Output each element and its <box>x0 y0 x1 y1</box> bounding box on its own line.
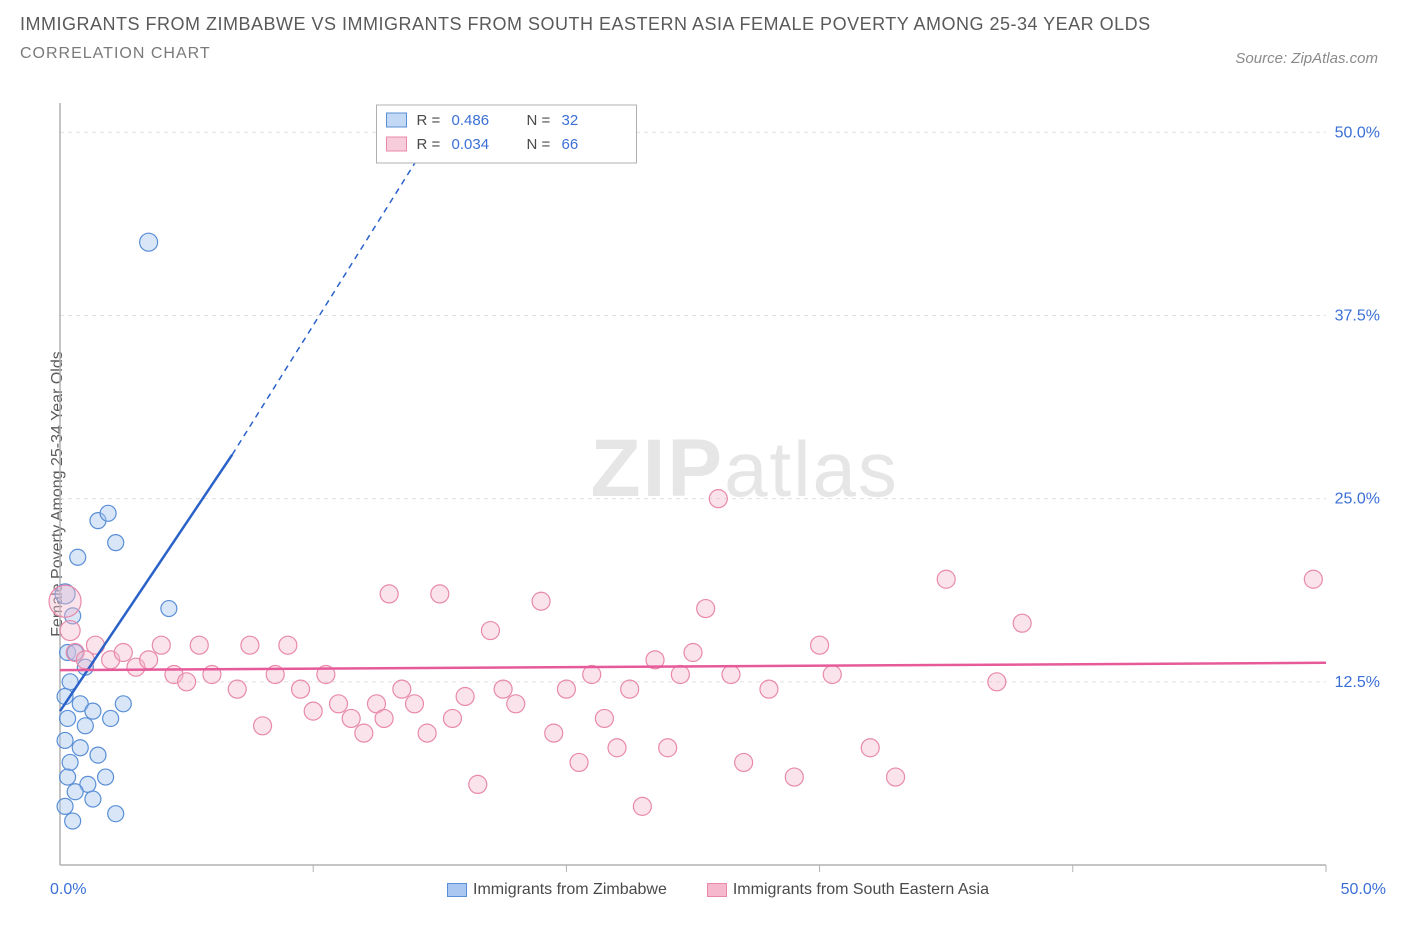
bottom-legend: Immigrants from Zimbabwe Immigrants from… <box>50 881 1386 899</box>
legend-item-zimbabwe: Immigrants from Zimbabwe <box>447 881 667 899</box>
source-attribution: Source: ZipAtlas.com <box>1235 50 1378 67</box>
svg-text:37.5%: 37.5% <box>1335 307 1380 324</box>
legend-label-zimbabwe: Immigrants from Zimbabwe <box>473 881 667 899</box>
svg-text:R =: R = <box>417 136 441 153</box>
source-name: ZipAtlas.com <box>1291 50 1378 67</box>
legend-label-seasia: Immigrants from South Eastern Asia <box>733 881 989 899</box>
legend-swatch-seasia <box>707 883 727 897</box>
svg-text:50.0%: 50.0% <box>1335 124 1380 141</box>
svg-text:N =: N = <box>527 112 551 129</box>
svg-text:66: 66 <box>562 136 579 153</box>
svg-text:25.0%: 25.0% <box>1335 491 1380 508</box>
svg-text:0.486: 0.486 <box>452 112 490 129</box>
source-label: Source: <box>1235 50 1287 67</box>
svg-text:N =: N = <box>527 136 551 153</box>
chart-title-sub: CORRELATION CHART <box>20 45 1386 63</box>
correlation-scatter-chart: 12.5% 25.0% 37.5% 50.0% R = 0.486 N = 32 R = 0.03… <box>50 95 1386 875</box>
svg-text:32: 32 <box>562 112 579 129</box>
svg-text:R =: R = <box>417 112 441 129</box>
chart-title-block: IMMIGRANTS FROM ZIMBABWE VS IMMIGRANTS F… <box>20 14 1386 63</box>
svg-text:12.5%: 12.5% <box>1335 674 1380 691</box>
legend-swatch-zimbabwe <box>447 883 467 897</box>
chart-area: Female Poverty Among 25-34 Year Olds 12.… <box>50 95 1386 875</box>
chart-title-main: IMMIGRANTS FROM ZIMBABWE VS IMMIGRANTS F… <box>20 14 1386 35</box>
svg-text:0.034: 0.034 <box>452 136 490 153</box>
legend-item-seasia: Immigrants from South Eastern Asia <box>707 881 989 899</box>
